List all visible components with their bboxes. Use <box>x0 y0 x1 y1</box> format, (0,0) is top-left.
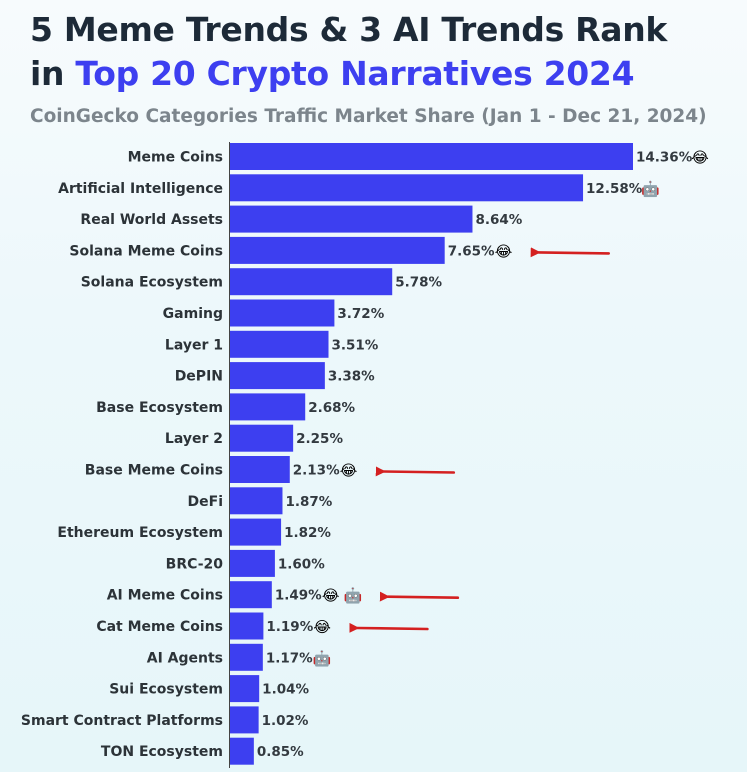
bar-meme-coins <box>230 143 633 170</box>
category-label-depin: DePIN <box>175 369 223 385</box>
laughing-emoji-icon: 😂 <box>313 618 331 636</box>
bar-ethereum-ecosystem <box>230 518 282 546</box>
highlight-arrow-solana-meme-coins <box>530 247 610 258</box>
category-label-gaming: Gaming <box>163 306 223 322</box>
bar-gaming <box>230 299 335 327</box>
value-label-depin: 3.38% <box>328 369 375 385</box>
bar-sui-ecosystem <box>230 675 260 703</box>
value-label-layer-1: 3.51% <box>332 337 379 353</box>
value-label-solana-meme-coins: 7.65% <box>448 243 495 259</box>
value-label-gaming: 3.72% <box>337 306 384 322</box>
value-label-ethereum-ecosystem: 1.82% <box>284 525 331 541</box>
bar-depin <box>230 362 325 390</box>
category-label-ai-agents: AI Agents <box>147 650 223 666</box>
value-label-base-ecosystem: 2.68% <box>308 400 355 416</box>
title-line-2-accent: Top 20 Crypto Narratives 2024 <box>75 54 635 93</box>
chart-subtitle: CoinGecko Categories Traffic Market Shar… <box>30 106 707 127</box>
bar-artificial-intelligence <box>230 174 584 202</box>
category-label-layer-2: Layer 2 <box>165 431 223 447</box>
highlight-arrow-ai-meme-coins <box>379 591 460 602</box>
bar-solana-meme-coins <box>230 236 445 264</box>
category-label-artificial-intelligence: Artificial Intelligence <box>58 181 223 197</box>
category-label-ton-ecosystem: TON Ecosystem <box>101 744 223 760</box>
bar-brc-20 <box>230 549 275 577</box>
value-label-meme-coins: 14.36% <box>636 150 693 166</box>
value-label-base-meme-coins: 2.13% <box>293 463 340 479</box>
category-label-sui-ecosystem: Sui Ecosystem <box>109 682 223 698</box>
robot-icon: 🤖 <box>313 649 332 667</box>
laughing-emoji-icon: 😂 <box>495 242 513 260</box>
category-label-solana-ecosystem: Solana Ecosystem <box>81 275 223 291</box>
robot-icon: 🤖 <box>641 180 660 198</box>
chart-title: 5 Meme Trends & 3 AI Trends Rank in Top … <box>30 8 740 96</box>
laughing-emoji-icon: 😂 <box>322 587 340 605</box>
bar-base-ecosystem <box>230 393 306 421</box>
category-label-ai-meme-coins: AI Meme Coins <box>107 588 223 604</box>
bar-layer-1 <box>230 330 329 358</box>
title-line-1: 5 Meme Trends & 3 AI Trends Rank <box>30 10 668 49</box>
bar-cat-meme-coins <box>230 612 264 640</box>
highlight-arrow-cat-meme-coins <box>349 622 429 633</box>
value-label-ai-meme-coins: 1.49% <box>275 588 322 604</box>
title-line-2-prefix: in <box>30 54 76 93</box>
bar-real-world-assets <box>230 205 473 233</box>
category-label-real-world-assets: Real World Assets <box>80 212 223 228</box>
value-label-ai-agents: 1.17% <box>266 650 313 666</box>
laughing-emoji-icon: 😂 <box>340 462 358 480</box>
laughing-emoji-icon: 😂 <box>691 149 709 167</box>
value-label-artificial-intelligence: 12.58% <box>586 181 643 197</box>
highlight-arrow-base-meme-coins <box>375 466 456 477</box>
value-label-smart-contract-platforms: 1.02% <box>262 713 309 729</box>
bar-base-meme-coins <box>230 456 290 483</box>
category-label-cat-meme-coins: Cat Meme Coins <box>96 619 223 635</box>
value-label-layer-2: 2.25% <box>296 431 343 447</box>
bar-defi <box>230 487 283 515</box>
bar-smart-contract-platforms <box>230 706 259 734</box>
value-label-solana-ecosystem: 5.78% <box>395 275 442 291</box>
robot-icon: 🤖 <box>344 587 363 605</box>
category-label-solana-meme-coins: Solana Meme Coins <box>69 243 223 259</box>
value-label-defi: 1.87% <box>285 494 332 510</box>
value-label-cat-meme-coins: 1.19% <box>266 619 313 635</box>
bar-ai-agents <box>230 643 263 671</box>
category-label-layer-1: Layer 1 <box>165 337 223 353</box>
category-label-smart-contract-platforms: Smart Contract Platforms <box>21 713 223 729</box>
title-line-2: in Top 20 Crypto Narratives 2024 <box>30 52 740 96</box>
category-label-base-ecosystem: Base Ecosystem <box>96 400 223 416</box>
value-label-ton-ecosystem: 0.85% <box>257 744 304 760</box>
value-label-sui-ecosystem: 1.04% <box>262 682 309 698</box>
category-label-defi: DeFi <box>188 494 223 510</box>
category-label-base-meme-coins: Base Meme Coins <box>85 463 223 479</box>
category-label-meme-coins: Meme Coins <box>128 150 223 166</box>
bar-solana-ecosystem <box>230 268 393 296</box>
category-label-ethereum-ecosystem: Ethereum Ecosystem <box>57 525 223 541</box>
bar-ai-meme-coins <box>230 581 272 609</box>
bar-layer-2 <box>230 424 294 452</box>
value-label-brc-20: 1.60% <box>278 556 325 572</box>
value-label-real-world-assets: 8.64% <box>475 212 522 228</box>
category-label-brc-20: BRC-20 <box>166 556 224 572</box>
bar-ton-ecosystem <box>230 737 254 765</box>
